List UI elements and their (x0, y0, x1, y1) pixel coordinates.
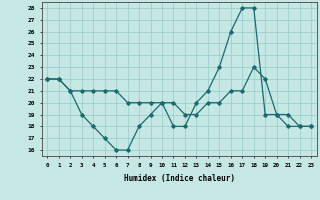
X-axis label: Humidex (Indice chaleur): Humidex (Indice chaleur) (124, 174, 235, 183)
